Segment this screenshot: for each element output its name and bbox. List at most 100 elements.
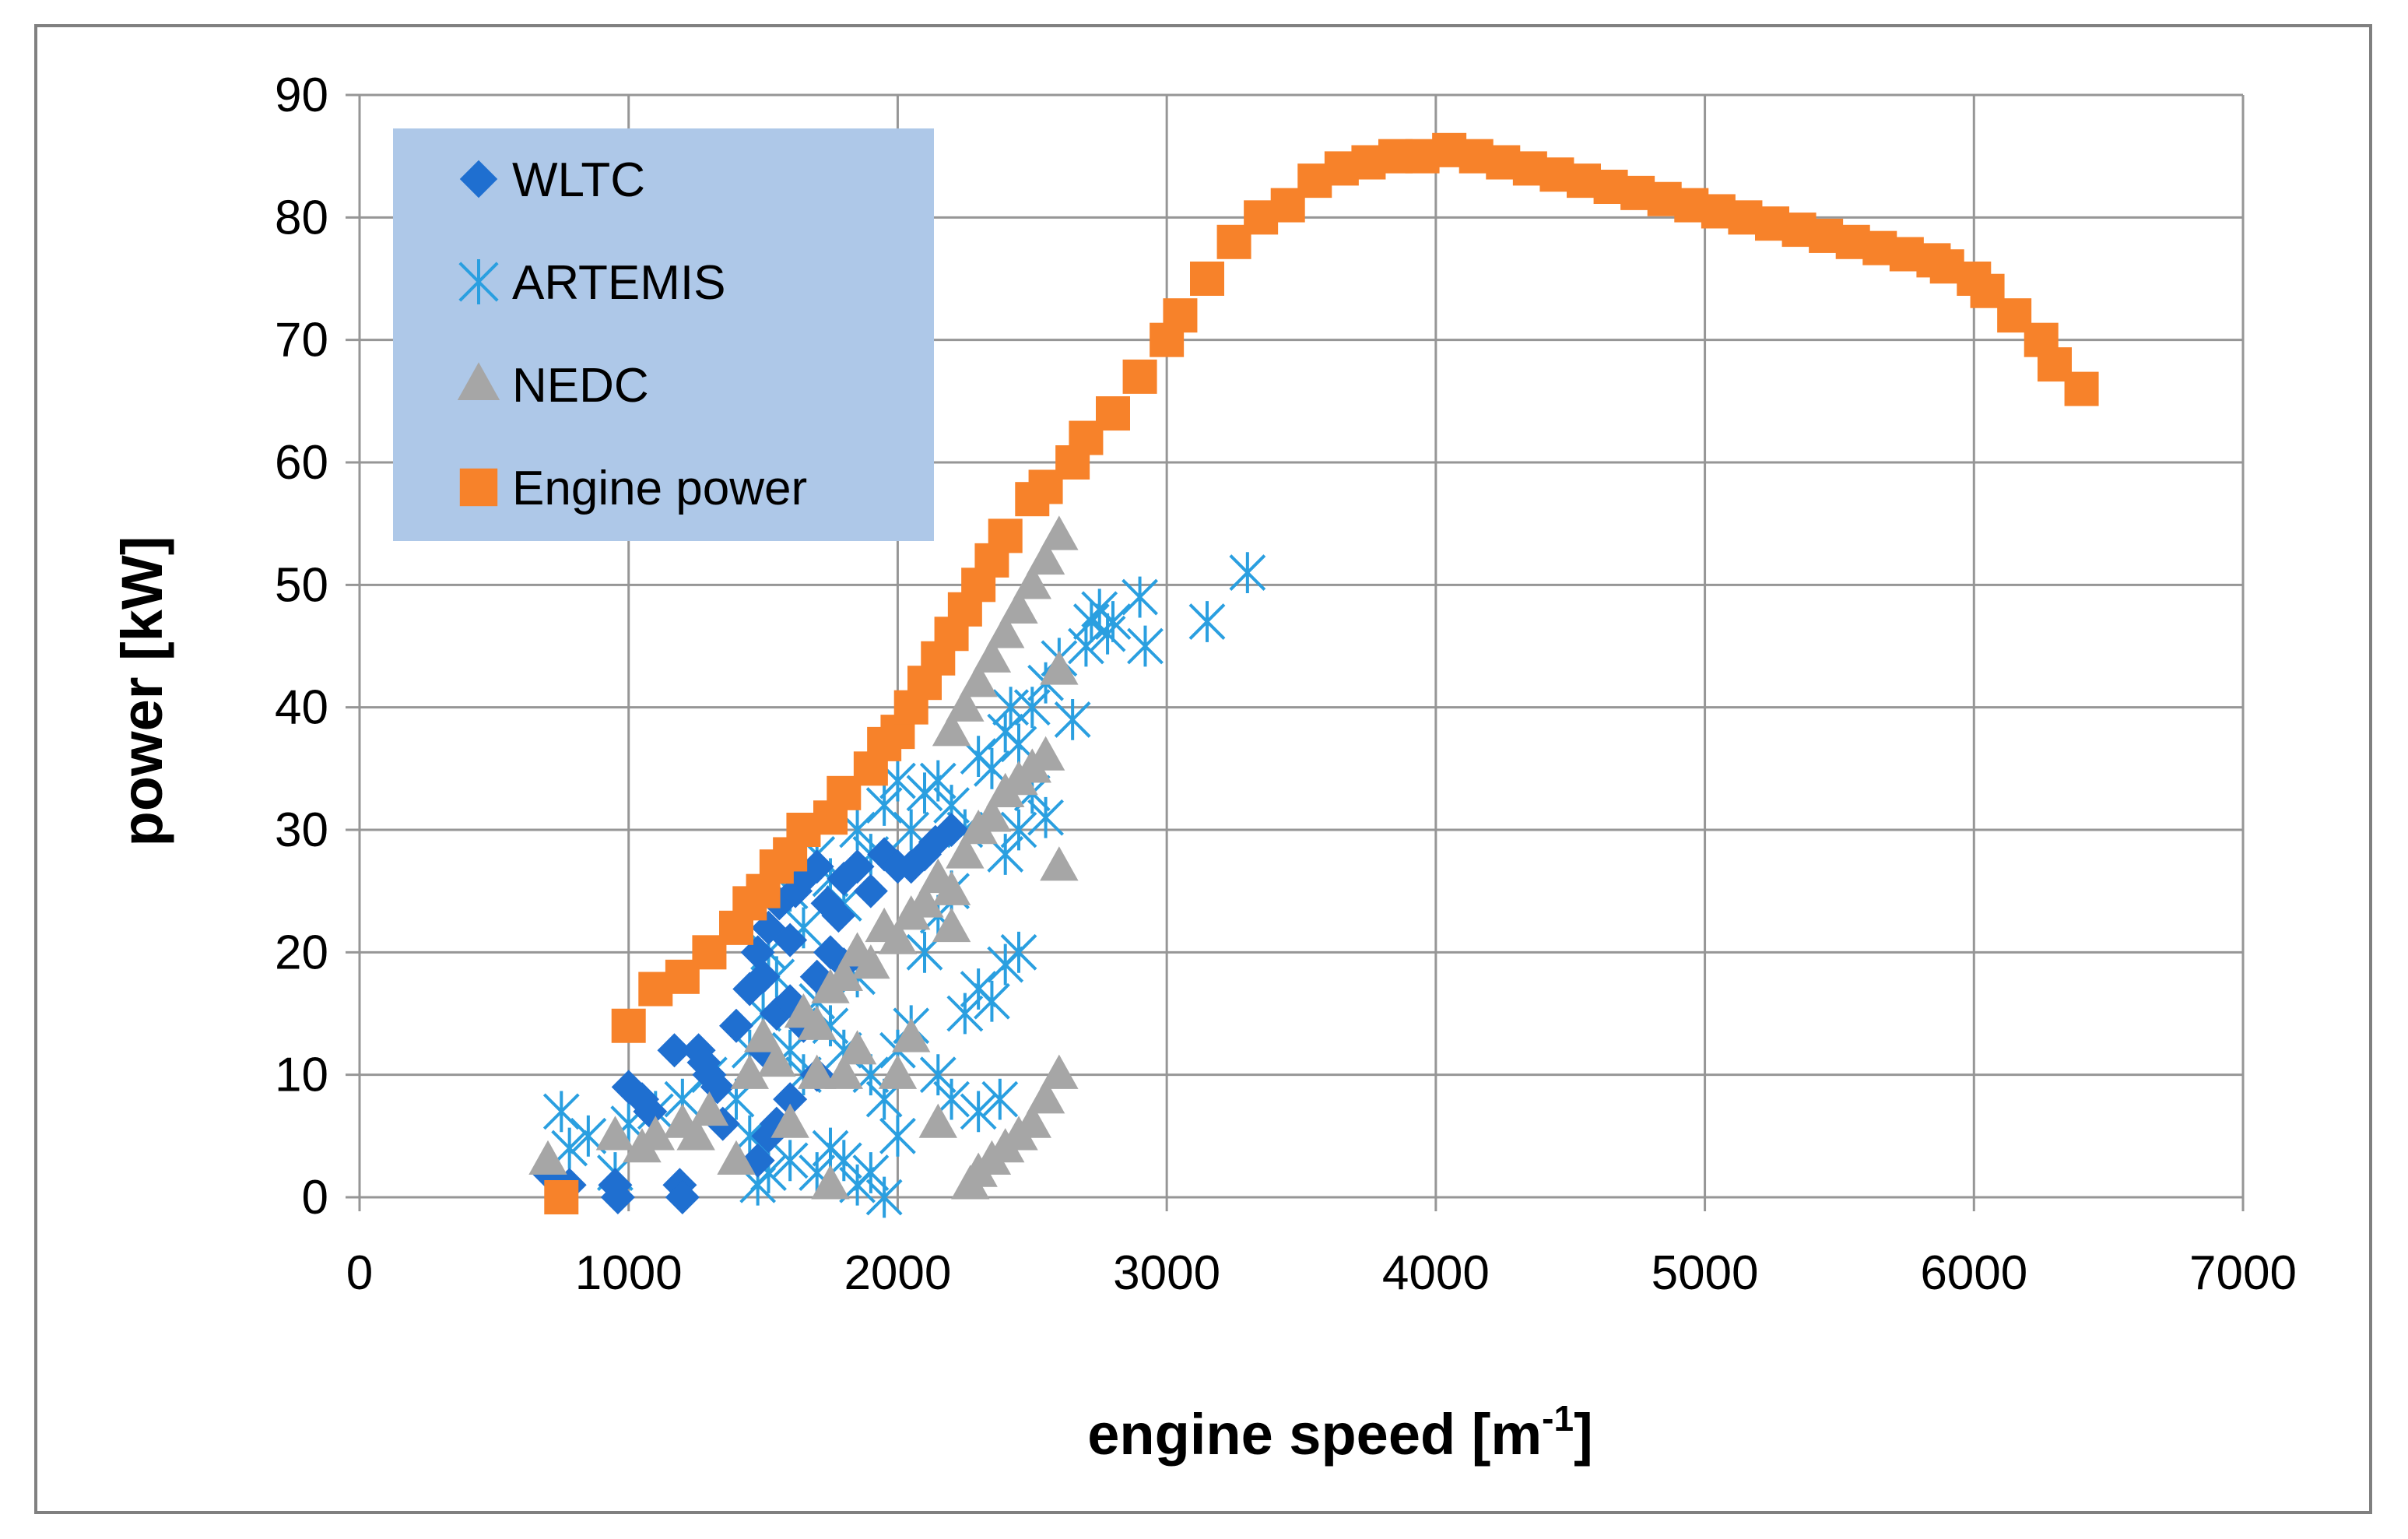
data-point: [919, 760, 957, 802]
data-point: [946, 993, 984, 1035]
data-point: [974, 980, 1010, 1022]
data-point: [600, 1180, 635, 1214]
data-point: [852, 1152, 890, 1193]
legend-marker: [459, 160, 498, 199]
data-point: [2064, 371, 2099, 406]
data-point: [1188, 601, 1226, 642]
data-point: [988, 518, 1023, 553]
x-tick-label: 5000: [1652, 1246, 1759, 1300]
data-point: [770, 1103, 809, 1138]
y-axis-title: power [kW]: [110, 536, 174, 847]
data-point: [1026, 1079, 1065, 1114]
data-point: [1096, 396, 1130, 431]
data-point: [1040, 1054, 1079, 1089]
data-point: [665, 1180, 700, 1214]
data-point: [773, 922, 808, 957]
data-point: [798, 1005, 837, 1040]
x-tick-label: 4000: [1382, 1246, 1490, 1300]
data-point: [1026, 539, 1065, 575]
data-point: [657, 1033, 692, 1068]
series-wltc: [531, 813, 969, 1214]
y-tick-label: 0: [302, 1171, 328, 1225]
data-point: [1027, 796, 1064, 838]
data-point: [773, 1082, 808, 1117]
x-axis-title-superscript: -1: [1542, 1398, 1574, 1439]
y-tick-label: 40: [275, 681, 328, 735]
data-point: [1013, 687, 1051, 729]
y-tick-label: 50: [275, 558, 328, 612]
data-point: [1163, 298, 1198, 333]
data-point: [821, 898, 856, 933]
data-point: [837, 1030, 877, 1065]
legend-marker: [458, 258, 499, 305]
legend-label: WLTC: [512, 153, 645, 207]
data-point: [544, 1180, 579, 1214]
data-point: [1054, 699, 1091, 740]
legend-item: Engine power: [459, 462, 807, 515]
data-point: [528, 1140, 567, 1175]
data-point: [757, 1042, 796, 1077]
data-point: [999, 589, 1038, 624]
data-point: [1013, 1103, 1051, 1138]
legend-item: WLTC: [459, 153, 645, 207]
data-point: [1040, 515, 1079, 550]
data-point: [986, 613, 1025, 648]
data-point: [1127, 625, 1164, 667]
x-axis-title-main: engine speed [m: [1087, 1402, 1542, 1467]
legend-label: NEDC: [512, 359, 649, 413]
data-point: [865, 1176, 903, 1218]
data-point: [717, 1140, 756, 1175]
y-tick-label: 30: [275, 803, 328, 857]
data-point: [1089, 613, 1126, 655]
data-point: [918, 1103, 957, 1138]
y-tick-label: 70: [275, 314, 328, 367]
legend-item: NEDC: [457, 359, 649, 413]
x-tick-label: 3000: [1113, 1246, 1220, 1300]
x-tick-label: 6000: [1920, 1246, 2027, 1300]
data-point: [934, 813, 969, 847]
data-point: [932, 870, 971, 905]
y-tick-label: 60: [275, 436, 328, 490]
data-point: [1026, 736, 1065, 771]
legend-marker: [457, 362, 500, 401]
y-tick-label: 20: [275, 926, 328, 979]
data-point: [972, 797, 1012, 832]
data-point: [1190, 262, 1224, 296]
data-point: [676, 1116, 715, 1151]
data-point: [824, 956, 863, 991]
data-point: [1122, 576, 1158, 618]
data-point: [865, 785, 903, 826]
data-point: [879, 1115, 916, 1157]
data-point: [611, 1008, 646, 1043]
data-point: [1000, 809, 1037, 851]
legend-label: ARTEMIS: [512, 256, 725, 310]
data-point: [746, 959, 781, 994]
data-point: [905, 883, 944, 918]
data-point: [851, 944, 890, 979]
data-point: [1040, 650, 1079, 685]
data-point: [595, 1116, 635, 1151]
y-tick-label: 90: [275, 69, 328, 122]
data-point: [878, 1054, 918, 1089]
data-point: [932, 712, 971, 747]
data-point: [730, 1054, 769, 1089]
y-tick-label: 80: [275, 191, 328, 244]
data-point: [878, 919, 918, 954]
data-point: [981, 1078, 1019, 1120]
data-layer: [528, 132, 2099, 1218]
data-point: [690, 1091, 729, 1126]
data-point: [853, 873, 888, 908]
data-point: [932, 907, 971, 943]
x-tick-label: 0: [346, 1246, 373, 1300]
data-point: [824, 1054, 863, 1089]
data-point: [719, 1008, 753, 1043]
x-tick-label: 7000: [2189, 1246, 2297, 1300]
data-point: [633, 1094, 668, 1129]
data-point: [1000, 931, 1037, 973]
data-point: [919, 1054, 957, 1096]
x-tick-label: 2000: [844, 1246, 951, 1300]
data-point: [972, 638, 1012, 673]
data-point: [542, 1091, 580, 1133]
legend-item: ARTEMIS: [458, 256, 725, 310]
